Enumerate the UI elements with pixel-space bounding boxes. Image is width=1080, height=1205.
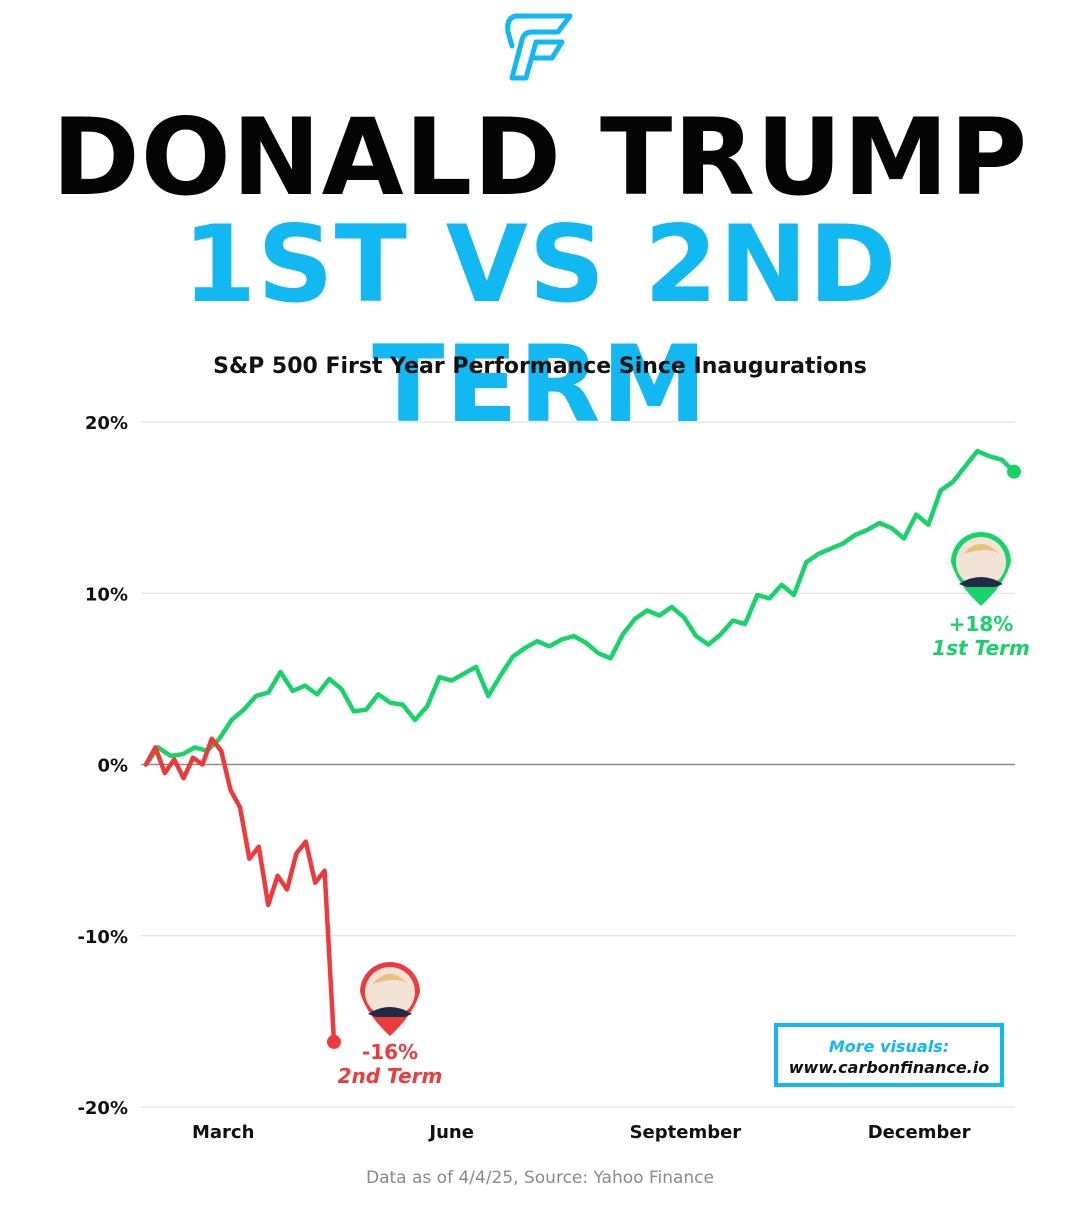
series-value-label: -16%	[362, 1040, 418, 1064]
y-tick-label: 20%	[85, 413, 128, 434]
promo-box[interactable]: More visuals: www.carbonfinance.io	[774, 1023, 1004, 1087]
trump-portrait-pin-icon	[951, 532, 1011, 606]
trump-portrait-pin-icon	[360, 962, 420, 1036]
portrait-suit	[368, 1007, 412, 1017]
series-name-label: 1st Term	[932, 636, 1030, 660]
y-tick-label: -20%	[77, 1098, 128, 1119]
series-end-marker-first-term	[1007, 464, 1021, 479]
series-end-marker-second-term	[327, 1034, 341, 1049]
source-note: Data as of 4/4/25, Source: Yahoo Finance	[366, 1168, 714, 1188]
series-line-second-term	[143, 736, 337, 1045]
portrait-suit	[959, 577, 1003, 587]
chart-title: S&P 500 First Year Performance Since Ina…	[213, 354, 867, 379]
y-tick-label: 10%	[85, 584, 128, 605]
promo-website-link[interactable]: www.carbonfinance.io	[788, 1058, 990, 1077]
y-tick-label: -10%	[77, 927, 128, 948]
carbon-finance-logo-icon	[502, 6, 578, 84]
portrait-hair	[372, 974, 408, 984]
x-tick-label: June	[427, 1122, 474, 1143]
portrait-hair	[963, 544, 999, 554]
x-tick-label: December	[868, 1122, 971, 1143]
series-name-label: 2nd Term	[338, 1064, 443, 1088]
x-tick-label: March	[192, 1122, 254, 1143]
y-tick-label: 0%	[97, 756, 128, 777]
headline-line-1: DONALD TRUMP	[51, 96, 1029, 219]
series-line-first-term	[143, 448, 1017, 767]
promo-caption: More visuals:	[828, 1037, 950, 1056]
headline-line-2: 1ST VS 2ND TERM	[182, 203, 898, 446]
x-tick-label: September	[630, 1122, 742, 1143]
series-value-label: +18%	[949, 612, 1014, 636]
